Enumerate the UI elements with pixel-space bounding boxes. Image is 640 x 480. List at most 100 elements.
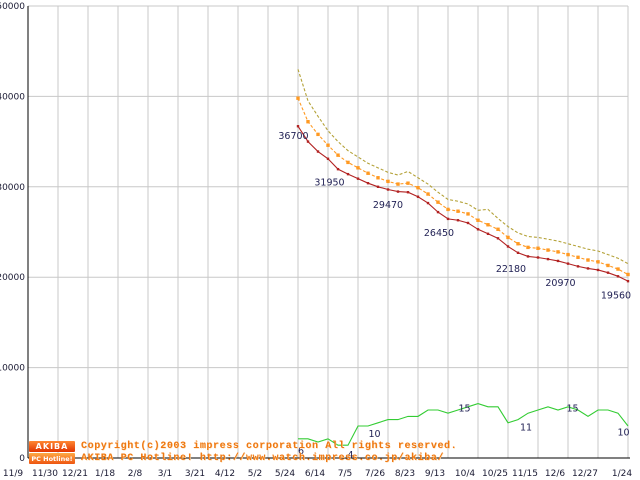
- shop-count-label: 15: [458, 403, 470, 414]
- shop-count-label: 10: [617, 427, 629, 438]
- average-price-marker: [546, 248, 550, 252]
- average-price-marker: [556, 250, 560, 254]
- x-tick-label: 3/1: [158, 469, 172, 479]
- average-price-marker: [616, 267, 620, 271]
- x-tick-label: 6/14: [305, 469, 325, 479]
- x-tick-label: 4/12: [215, 469, 235, 479]
- lowest-price-marker: [296, 125, 300, 128]
- price-label: 22180: [496, 264, 526, 275]
- average-price-marker: [336, 153, 340, 157]
- lowest-price-marker: [416, 195, 420, 198]
- lowest-price-marker: [406, 191, 410, 194]
- shop-count-label: 4: [347, 450, 353, 461]
- x-tick-label: 10/25: [482, 469, 508, 479]
- shop-count-label: 6: [298, 446, 304, 457]
- lowest-price-marker: [606, 271, 610, 274]
- x-tick-label: 7/26: [365, 469, 385, 479]
- lowest-price-marker: [516, 251, 520, 254]
- lowest-price-marker: [316, 150, 320, 153]
- lowest-price-marker: [586, 267, 590, 270]
- x-tick-label: 7/5: [338, 469, 352, 479]
- lowest-price-marker: [326, 157, 330, 160]
- average-price-marker: [466, 212, 470, 216]
- highest-price-line: [297, 69, 629, 265]
- lowest-price-marker: [596, 268, 600, 272]
- x-tick-label: 11/9: [3, 469, 23, 479]
- lowest-price-marker: [576, 265, 580, 268]
- y-tick-label: 40000: [0, 92, 25, 102]
- lowest-price-marker: [456, 219, 460, 222]
- average-price-marker: [486, 223, 490, 227]
- average-price-marker: [366, 171, 370, 175]
- y-tick-label: 10000: [0, 364, 25, 374]
- average-price-marker: [516, 242, 520, 246]
- average-price-marker: [536, 246, 540, 250]
- shop-count-label: 10: [368, 429, 380, 440]
- price-label: 31950: [314, 177, 344, 188]
- lowest-price-marker: [496, 237, 500, 240]
- average-price-marker: [416, 186, 420, 190]
- x-tick-label: 11/30: [32, 469, 58, 479]
- lowest-price-marker: [426, 201, 430, 205]
- x-tick-label: 11/15: [512, 469, 538, 479]
- average-price-marker: [426, 192, 430, 196]
- shop-count-label: 15: [566, 403, 578, 414]
- average-price-marker: [526, 245, 530, 250]
- average-price-marker: [456, 209, 460, 213]
- x-tick-label: 10/4: [455, 469, 475, 479]
- price-label: 36700: [278, 131, 308, 142]
- x-tick-label: 5/2: [248, 469, 262, 479]
- average-price-marker: [596, 260, 600, 264]
- lowest-price-marker: [346, 172, 350, 176]
- average-price-marker: [566, 252, 570, 257]
- lowest-price-marker: [506, 245, 510, 248]
- x-tick-label: 1/18: [95, 469, 115, 479]
- average-price-marker: [316, 132, 320, 137]
- average-price-marker: [396, 182, 400, 186]
- lowest-price-marker: [526, 255, 530, 258]
- average-price-marker: [506, 235, 510, 240]
- lowest-price-line: [297, 125, 629, 282]
- lowest-price-marker: [356, 177, 360, 180]
- lowest-price-marker: [376, 185, 380, 188]
- average-price-marker: [586, 258, 590, 262]
- average-price-marker: [346, 160, 350, 165]
- average-price-marker: [626, 272, 630, 277]
- price-label: 29470: [373, 200, 403, 211]
- average-price-marker: [436, 200, 440, 204]
- lowest-price-marker: [446, 217, 450, 221]
- price-label: 26450: [424, 228, 454, 239]
- average-price-marker: [476, 218, 480, 222]
- x-tick-label: 3/21: [185, 469, 205, 479]
- average-price-line: [297, 97, 629, 275]
- x-tick-label: 1/24: [612, 469, 632, 479]
- lowest-price-marker: [616, 275, 620, 278]
- y-tick-label: 50000: [0, 2, 25, 12]
- lowest-price-marker: [366, 181, 370, 185]
- lowest-price-marker: [306, 140, 310, 143]
- average-price-marker: [386, 179, 390, 184]
- average-price-marker: [296, 96, 300, 100]
- lowest-price-marker: [336, 167, 340, 171]
- average-price-marker: [376, 176, 380, 180]
- average-price-marker: [496, 227, 500, 231]
- price-label: 19560: [601, 290, 631, 301]
- x-tick-label: 12/21: [62, 469, 88, 479]
- lowest-price-marker: [566, 262, 570, 265]
- lowest-price-marker: [386, 188, 390, 191]
- lowest-price-marker: [546, 257, 550, 261]
- shop-count-label: 11: [520, 423, 532, 434]
- x-tick-label: 12/6: [545, 469, 565, 479]
- lowest-price-marker: [626, 279, 630, 283]
- average-price-marker: [576, 255, 580, 260]
- average-price-marker: [446, 207, 450, 212]
- lowest-price-marker: [556, 259, 560, 263]
- lowest-price-marker: [476, 228, 480, 231]
- y-tick-label: 30000: [0, 183, 25, 193]
- shop-count-line: [298, 403, 629, 446]
- lowest-price-marker: [536, 256, 540, 259]
- average-price-marker: [606, 263, 610, 268]
- lowest-price-marker: [396, 190, 400, 193]
